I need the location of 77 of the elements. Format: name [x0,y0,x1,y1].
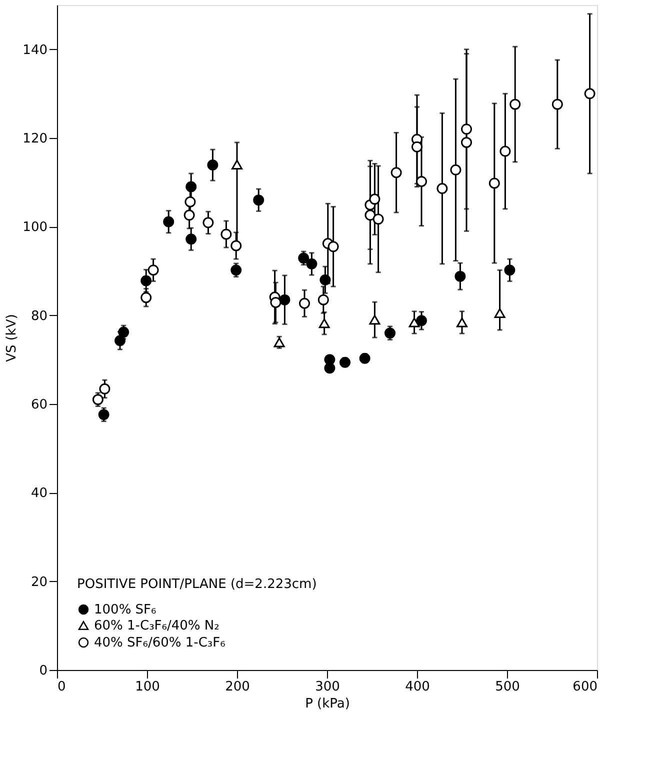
point [220,228,232,240]
point [274,338,285,348]
point [436,183,448,194]
point [184,210,195,221]
x-tick-label: 500 [495,680,520,694]
point [340,356,350,368]
x-tick-label: 600 [572,680,598,694]
x-axis-title: P (kPa) [305,696,350,712]
point [270,296,282,308]
y-tick-label: 60 [30,398,48,412]
x-tick-label: 400 [405,680,430,694]
point [202,217,214,228]
point [328,241,339,252]
point [230,264,242,276]
point [416,176,427,187]
point [456,318,468,328]
point [184,196,196,208]
point [298,252,310,264]
point [299,298,310,309]
point [364,210,376,221]
point [324,362,336,374]
point [232,160,242,170]
point [163,216,174,228]
x-tick-label: 300 [315,680,340,694]
legend-label: 100% SF₆ [94,602,156,618]
point [186,181,197,192]
point [186,234,197,245]
point [318,318,330,328]
legend-label: 40% SF₆/60% 1-C₃F₆ [94,636,226,650]
point [140,275,152,286]
x-tick-label: 100 [135,680,160,694]
point [279,294,290,306]
y-tick-label: 80 [30,308,48,324]
point [488,178,500,189]
point [510,98,521,110]
point [450,164,462,176]
y-tick-label: 140 [22,42,48,58]
point [207,160,218,171]
x-tick-label: 200 [225,680,250,694]
point [416,315,427,326]
point [306,258,318,270]
point [500,146,511,157]
y-axis-title: VS (kV) [4,314,20,362]
point [140,292,152,304]
point [230,240,242,252]
point [148,264,159,276]
y-tick-label: 20 [30,574,48,590]
point [494,308,506,318]
point [114,335,126,346]
point [552,98,563,110]
point [118,326,130,338]
point [412,141,422,152]
point [98,409,110,420]
point [461,124,472,135]
point [584,88,596,100]
point [253,194,264,206]
point [504,264,516,276]
point [390,167,402,178]
point [461,136,472,148]
y-tick-label: 100 [22,220,48,236]
legend-label: 60% 1-C₃F₆/40% N₂ [94,618,220,634]
y-tick-label: 40 [30,486,48,502]
point [369,194,380,205]
y-tick-label: 0 [39,664,48,678]
point [318,294,329,306]
point [320,274,331,286]
point [359,352,370,364]
point [92,394,104,406]
y-tick-label: 120 [22,132,48,146]
point [99,383,110,394]
x-tick-label: 0 [58,680,66,694]
legend-title: POSITIVE POINT/PLANE (d=2.223cm) [77,577,317,592]
point [454,270,466,282]
point [384,328,396,339]
point [408,318,420,328]
point [372,214,384,225]
point [369,314,380,325]
